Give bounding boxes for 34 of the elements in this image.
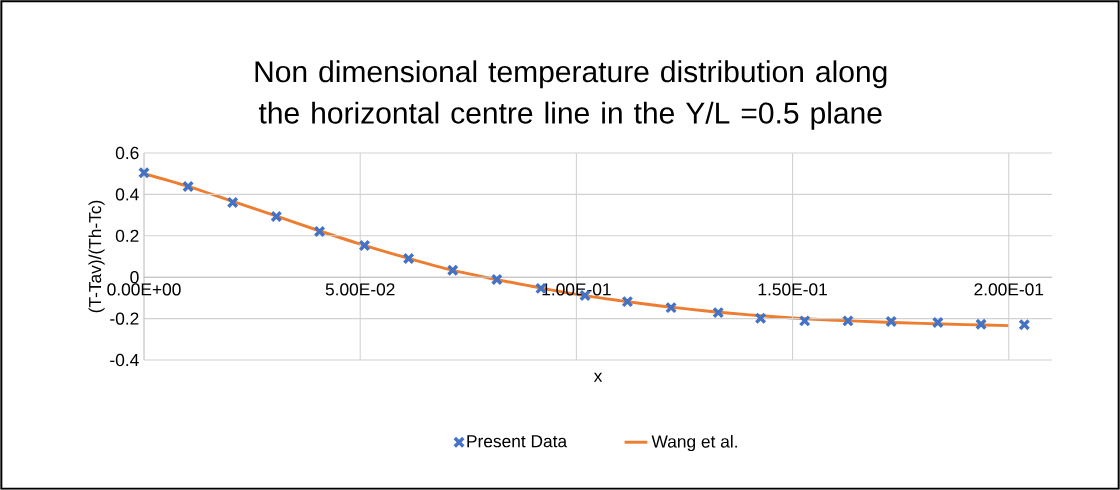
x-tick-label: 0.00E+00 bbox=[107, 283, 181, 296]
x-tick-label: 2.00E-01 bbox=[974, 283, 1044, 296]
point bbox=[446, 264, 459, 277]
point bbox=[885, 315, 898, 328]
chart-title: Non dimensional temperature distribution along the horizontal centre line in the Y/L =0.5 plane bbox=[255, 60, 887, 130]
legend-label: Wang et al. bbox=[651, 434, 737, 452]
point bbox=[138, 166, 150, 179]
point bbox=[1018, 318, 1031, 331]
point bbox=[841, 314, 854, 327]
point bbox=[621, 295, 634, 308]
y-axis-title: (T-Tav)/(Th-Tc) bbox=[88, 200, 105, 313]
y-tick-label: 0.2 bbox=[115, 229, 139, 242]
point bbox=[798, 314, 811, 327]
point bbox=[402, 252, 415, 265]
point bbox=[490, 273, 503, 286]
point bbox=[754, 312, 767, 325]
point bbox=[975, 318, 988, 331]
legend-label: Present Data bbox=[467, 435, 568, 448]
y-tick-label: -0.4 bbox=[110, 353, 139, 367]
point bbox=[665, 301, 678, 314]
point bbox=[358, 239, 371, 252]
x-axis-title: x bbox=[593, 372, 603, 382]
point bbox=[182, 180, 195, 193]
x-tick-label: 1.50E-01 bbox=[758, 283, 827, 296]
point bbox=[270, 210, 283, 223]
point bbox=[226, 196, 239, 209]
x-tick-label: 5.00E-02 bbox=[325, 283, 395, 296]
y-tick-label: 0.4 bbox=[115, 188, 139, 201]
y-tick-label: -0.2 bbox=[110, 312, 139, 325]
point bbox=[313, 225, 326, 238]
point bbox=[712, 306, 725, 319]
y-tick-label: 0 bbox=[130, 271, 139, 284]
y-tick-label: 0.6 bbox=[115, 146, 139, 160]
point bbox=[931, 316, 944, 329]
